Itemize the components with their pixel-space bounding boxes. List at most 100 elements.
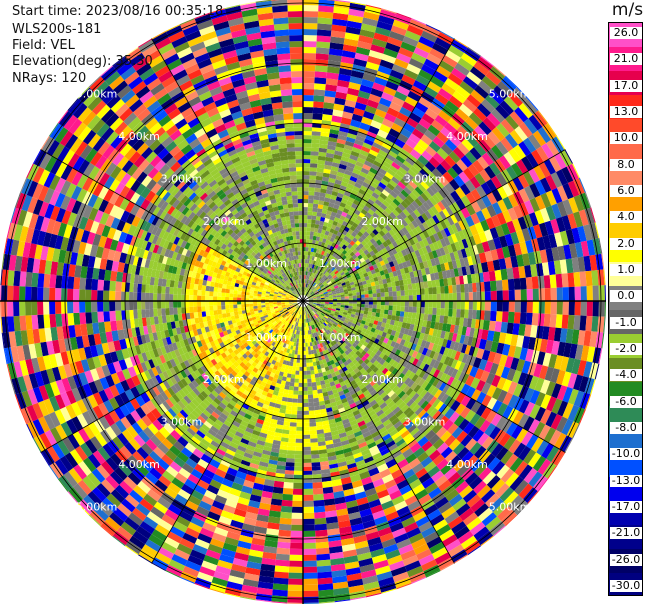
ppi-gate [410, 148, 422, 160]
ppi-gate [346, 136, 356, 144]
ppi-gate [518, 102, 533, 119]
ppi-gate [285, 381, 291, 386]
ppi-gate [568, 197, 579, 214]
ppi-gate [303, 494, 314, 501]
ppi-gate [318, 276, 322, 281]
ppi-gate [424, 161, 436, 173]
ppi-gate [485, 71, 502, 86]
ppi-gate [318, 267, 322, 272]
ppi-gate [306, 374, 312, 379]
ppi-gate [303, 506, 315, 513]
ppi-gate [327, 274, 332, 279]
ppi-gate [289, 422, 297, 427]
ppi-gate [319, 143, 328, 149]
ppi-gate [349, 256, 355, 262]
ppi-gate [340, 280, 345, 284]
ppi-gate [386, 214, 394, 222]
ppi-gate [312, 107, 324, 114]
ppi-gate [490, 249, 499, 261]
ppi-gate [415, 225, 423, 234]
ppi-gate [355, 286, 360, 290]
ppi-gate [308, 296, 313, 299]
ppi-gate [448, 285, 453, 294]
ppi-gate [394, 90, 408, 102]
ppi-gate [435, 179, 445, 189]
ppi-gate [310, 155, 319, 160]
ppi-gate [320, 296, 325, 299]
ppi-gate [380, 178, 389, 187]
ppi-gate [288, 438, 296, 443]
ppi-gate [424, 210, 433, 220]
ppi-gate [348, 279, 354, 284]
ppi-gate [385, 245, 392, 252]
ppi-gate [404, 306, 409, 313]
ppi-gate [328, 294, 333, 297]
ppi-gate [338, 73, 351, 82]
ppi-gate [382, 142, 392, 151]
ppi-gate [526, 152, 539, 168]
ppi-gate [333, 229, 339, 236]
ppi-gate [419, 168, 429, 178]
ppi-gate [509, 129, 524, 145]
ppi-gate [329, 277, 334, 281]
ppi-gate [327, 66, 340, 74]
ppi-gate [304, 291, 306, 296]
ppi-gate [441, 186, 451, 197]
ppi-gate [296, 358, 300, 363]
ppi-gate [369, 215, 377, 223]
ppi-gate [382, 241, 389, 248]
ppi-gate [308, 284, 311, 289]
ppi-gate [321, 269, 326, 274]
ppi-gate [325, 78, 338, 86]
ppi-gate [378, 167, 387, 176]
ppi-gate [421, 212, 429, 222]
ppi-gate [384, 171, 394, 180]
ppi-gate [303, 287, 305, 292]
ppi-gate [336, 222, 342, 228]
ppi-gate [305, 338, 308, 343]
ppi-gate [315, 220, 320, 225]
ppi-gate [381, 227, 389, 235]
ppi-gate [331, 288, 336, 292]
ppi-gate [584, 192, 592, 208]
ppi-gate [435, 191, 444, 202]
ppi-gate [307, 259, 310, 264]
ppi-gate [310, 374, 316, 379]
ppi-gate [491, 189, 503, 202]
ppi-gate [329, 42, 344, 51]
ppi-gate [308, 298, 313, 300]
ppi-gate [347, 14, 364, 24]
ppi-gate [384, 112, 397, 123]
ppi-gate [308, 289, 312, 293]
ppi-gate [523, 171, 535, 186]
ppi-gate [462, 228, 470, 239]
ppi-gate [425, 244, 432, 253]
ppi-gate [382, 234, 389, 241]
ppi-gate [313, 493, 324, 501]
ppi-gate [456, 284, 461, 293]
ppi-gate [276, 547, 290, 555]
ppi-gate [419, 232, 426, 241]
ppi-gate [468, 301, 473, 310]
ppi-gate [431, 42, 448, 55]
ppi-gate [411, 52, 427, 64]
ppi-gate [414, 174, 424, 184]
ppi-gate [307, 294, 312, 298]
ppi-gate [517, 174, 530, 189]
ppi-gate [314, 283, 318, 288]
ppi-gate [496, 290, 503, 301]
ppi-gate [354, 256, 360, 263]
ppi-gate [405, 206, 414, 215]
ppi-gate [568, 286, 575, 301]
ppi-gate [496, 247, 505, 260]
ppi-gate [545, 174, 557, 191]
ppi-gate [460, 309, 465, 318]
ppi-gate [465, 151, 478, 164]
ppi-gate [289, 548, 303, 555]
ppi-gate [303, 418, 310, 423]
ppi-gate [339, 215, 346, 221]
ppi-gate [369, 167, 378, 175]
ppi-gate [474, 125, 488, 140]
ppi-gate [332, 293, 337, 297]
ppi-gate [361, 116, 373, 126]
